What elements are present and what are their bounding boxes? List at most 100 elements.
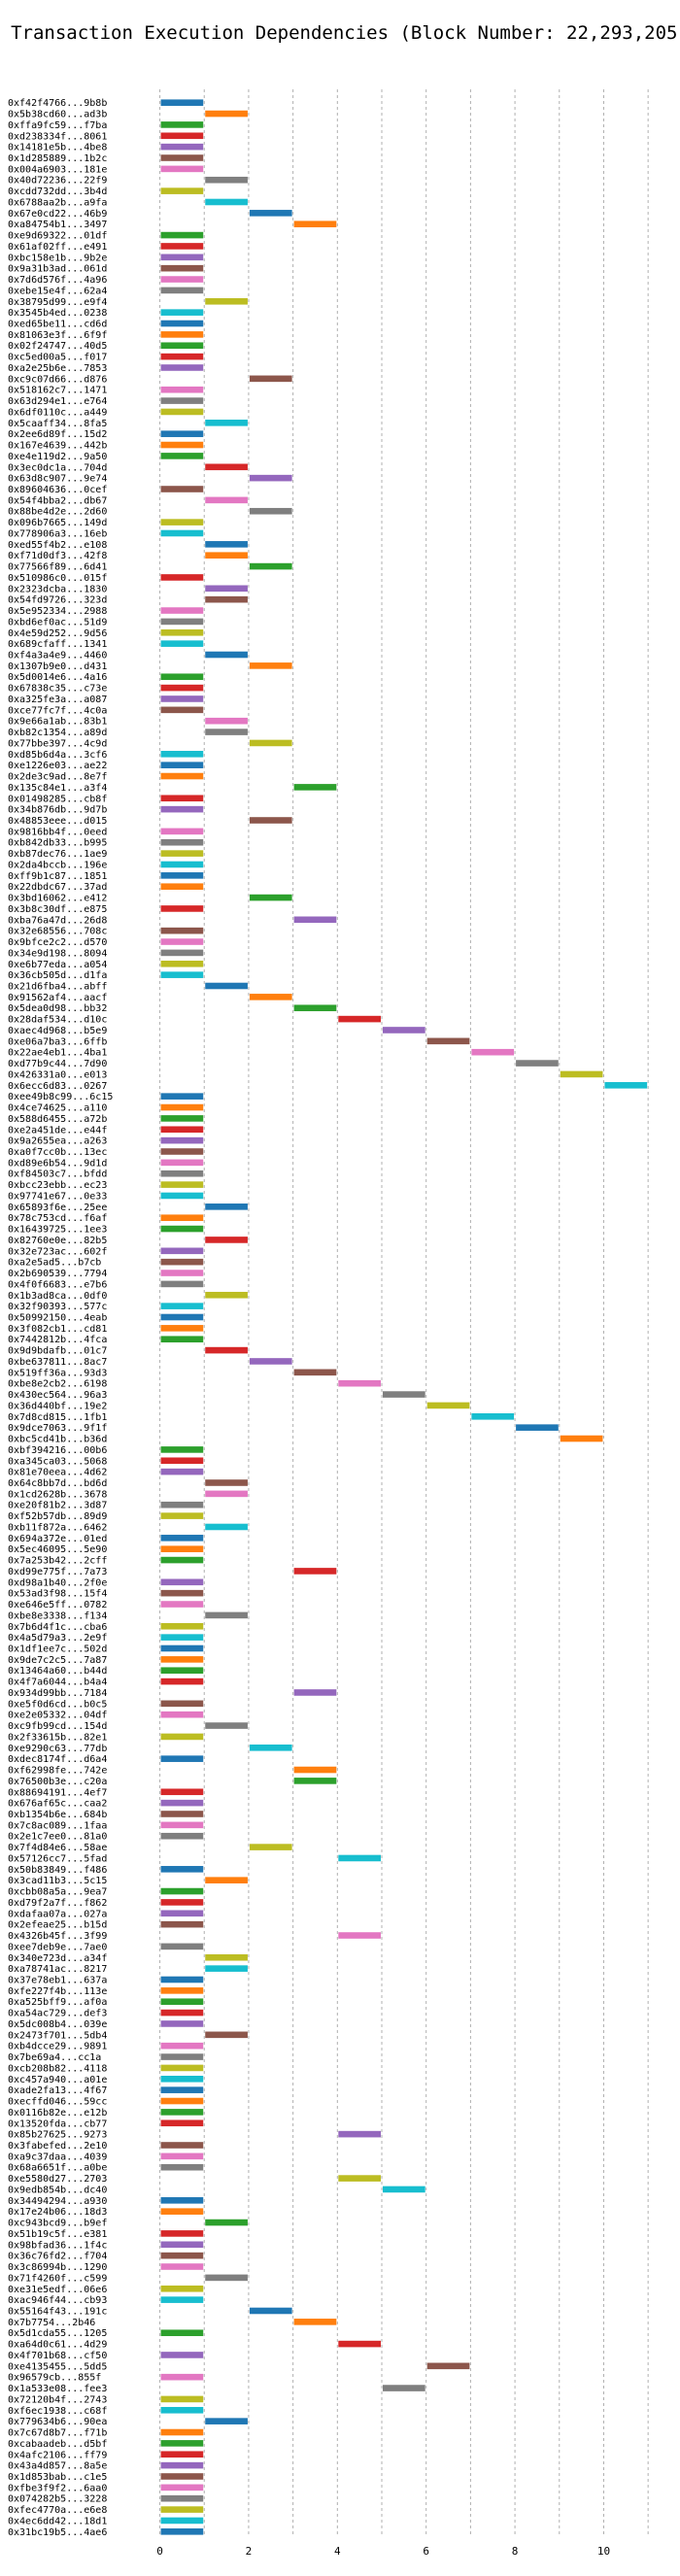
- tx-label: 0xbd6ef0ac...51d9: [8, 617, 107, 627]
- tx-bar: [160, 1501, 204, 1508]
- tx-bar: [160, 2197, 204, 2204]
- tx-bar: [160, 971, 204, 978]
- tx-bar: [160, 1799, 204, 1807]
- tx-label: 0x7442812b...4fca: [8, 1335, 107, 1345]
- tx-bar: [160, 1169, 204, 1177]
- tx-bar: [160, 2263, 204, 2270]
- tx-bar: [160, 772, 204, 780]
- tx-label: 0x65893f6e...25ee: [8, 1203, 107, 1213]
- tx-bar: [471, 1413, 515, 1420]
- tx-bar: [249, 507, 292, 515]
- tx-label: 0x7b6d4f1c...cba6: [8, 1622, 107, 1633]
- tx-label: 0x36c76fd2...f704: [8, 2252, 107, 2262]
- tx-label: 0xe06a7ba3...6ffb: [8, 1036, 107, 1047]
- tx-bar: [160, 2142, 204, 2149]
- x-tick-label: 8: [512, 2545, 519, 2558]
- tx-bar: [205, 717, 248, 725]
- tx-bar: [205, 1490, 248, 1498]
- tx-label: 0xd79f2a7f...f862: [8, 1898, 107, 1909]
- tx-label: 0x2ee6d89f...15d2: [8, 429, 107, 440]
- tx-bar: [160, 1181, 204, 1188]
- tx-label: 0x4f7a6044...b4a4: [8, 1678, 107, 1688]
- tx-bar: [249, 210, 292, 217]
- tx-label: 0x71f4260f...c599: [8, 2273, 107, 2284]
- tx-label: 0x64c8bb7d...bd6d: [8, 1478, 107, 1489]
- tx-label: 0x37e78eb1...637a: [8, 1975, 107, 1985]
- tx-label: 0x54f4bba2...db67: [8, 495, 107, 506]
- tx-bar: [160, 1115, 204, 1122]
- tx-label: 0x50b83849...f486: [8, 1865, 107, 1876]
- tx-label: 0x4ce74625...a110: [8, 1103, 107, 1114]
- tx-label: 0x7c67d8b7...f71b: [8, 2428, 107, 2439]
- tx-bar: [160, 2494, 204, 2502]
- tx-label: 0x3f082cb1...cd81: [8, 1324, 107, 1335]
- tx-label: 0x3b8c30df...e875: [8, 904, 107, 915]
- tx-label: 0x3fabefed...2e10: [8, 2141, 107, 2152]
- tx-bar: [160, 949, 204, 957]
- tx-bar: [160, 2461, 204, 2469]
- tx-bar: [160, 695, 204, 702]
- tx-label: 0xe5f0d6cd...b0c5: [8, 1699, 107, 1710]
- tx-bar: [160, 640, 204, 647]
- tx-label: 0xbc158e1b...9b2e: [8, 253, 107, 263]
- tx-bar: [160, 1821, 204, 1829]
- tx-bar: [160, 1325, 204, 1332]
- tx-bar: [249, 1358, 292, 1365]
- tx-label: 0xf42f4766...9b8b: [8, 98, 107, 109]
- tx-label: 0x5b38cd60...ad3b: [8, 110, 107, 120]
- tx-bar: [338, 1015, 382, 1023]
- tx-bar: [160, 1093, 204, 1100]
- tx-label: 0xe31e5edf...06e6: [8, 2285, 107, 2295]
- tx-label: 0xac946f44...cb93: [8, 2295, 107, 2306]
- tx-bar: [160, 99, 204, 106]
- tx-bar: [338, 2340, 382, 2348]
- tx-label: 0x32e68556...708c: [8, 927, 107, 937]
- tx-label: 0x426331a0...e013: [8, 1069, 107, 1080]
- tx-bar: [160, 1644, 204, 1652]
- tx-label: 0xc5ed00a5...f017: [8, 353, 107, 363]
- tx-label: 0x3cad11b3...5c15: [8, 1876, 107, 1886]
- tx-label: 0xf6ec1938...c68f: [8, 2406, 107, 2417]
- tx-bar: [205, 651, 248, 659]
- tx-label: 0xa2e25b6e...7853: [8, 363, 107, 374]
- tx-label: 0x1d285889...1b2c: [8, 153, 107, 164]
- tx-bar: [205, 110, 248, 118]
- tx-label: 0x7c8ac089...1faa: [8, 1820, 107, 1831]
- tx-bar: [160, 706, 204, 714]
- tx-bar: [160, 254, 204, 261]
- tx-bar: [160, 430, 204, 437]
- tx-bar: [160, 287, 204, 294]
- tx-label: 0xe9290c63...77db: [8, 1744, 107, 1754]
- tx-bar: [205, 1237, 248, 1243]
- tx-label: 0xed65be11...cd6d: [8, 320, 107, 330]
- tx-label: 0x17e24b06...18d3: [8, 2207, 107, 2218]
- tx-bar: [293, 784, 337, 791]
- tx-label: 0x34e9d198...8094: [8, 948, 107, 959]
- tx-label: 0x14181e5b...4be8: [8, 143, 107, 153]
- tx-label: 0xbcc23ebb...ec23: [8, 1180, 107, 1191]
- tx-bar: [160, 320, 204, 327]
- tx-label: 0x2e1c7ee0...81a0: [8, 1832, 107, 1843]
- tx-label: 0x82760e0e...82b5: [8, 1236, 107, 1246]
- tx-label: 0xd238334f...8061: [8, 131, 107, 142]
- tx-bar: [160, 960, 204, 967]
- tx-bar: [205, 2219, 248, 2226]
- tx-bar: [160, 441, 204, 449]
- tx-label: 0x16439725...1ee3: [8, 1225, 107, 1236]
- tx-label: 0x1d853bab...c1e5: [8, 2472, 107, 2483]
- tx-label: 0xecffd046...59cc: [8, 2097, 107, 2108]
- tx-label: 0xa54ac729...def3: [8, 2009, 107, 2019]
- tx-bar: [160, 2395, 204, 2403]
- tx-bar: [249, 474, 292, 482]
- tx-label: 0xa0f7cc0b...13ec: [8, 1147, 107, 1158]
- tx-bar: [205, 1611, 248, 1619]
- tx-label: 0xba76a47d...26d8: [8, 915, 107, 926]
- tx-bar: [249, 739, 292, 747]
- tx-label: 0xd77b9c44...7d90: [8, 1059, 107, 1069]
- tx-bar: [160, 187, 204, 194]
- tx-label: 0xa325fe3a...a087: [8, 695, 107, 705]
- tx-label: 0xb87dec76...1ae9: [8, 849, 107, 860]
- tx-label: 0x55164f43...191c: [8, 2306, 107, 2317]
- tx-label: 0xbc5cd41b...b36d: [8, 1435, 107, 1445]
- tx-bar: [338, 2130, 382, 2138]
